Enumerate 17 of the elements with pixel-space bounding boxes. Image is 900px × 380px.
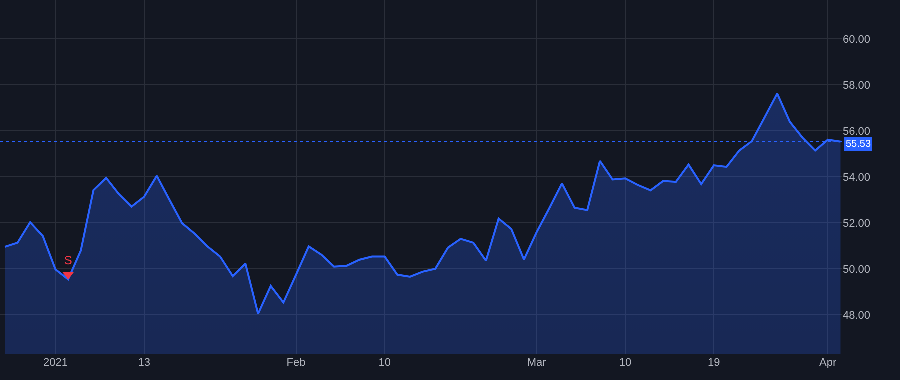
x-tick-label: 19	[708, 357, 720, 369]
y-tick-label: 60.00	[843, 34, 871, 46]
x-tick-label: 2021	[43, 357, 68, 369]
ref-line-label: 55.53	[846, 139, 872, 150]
y-tick-label: 52.00	[843, 218, 871, 230]
x-tick-label: Mar	[527, 357, 547, 369]
y-tick-label: 58.00	[843, 80, 871, 92]
x-tick-label: 10	[378, 357, 392, 369]
y-tick-label: 56.00	[843, 126, 871, 138]
series-label: S	[64, 253, 72, 268]
x-tick-label: 10	[619, 357, 632, 369]
y-tick-label: 54.00	[843, 172, 871, 184]
y-tick-label: 48.00	[843, 310, 871, 322]
y-tick-label: 50.00	[843, 264, 871, 276]
x-tick-label: 13	[138, 357, 150, 369]
x-tick-label: Apr	[820, 357, 837, 369]
x-tick-label: Feb	[286, 357, 306, 369]
